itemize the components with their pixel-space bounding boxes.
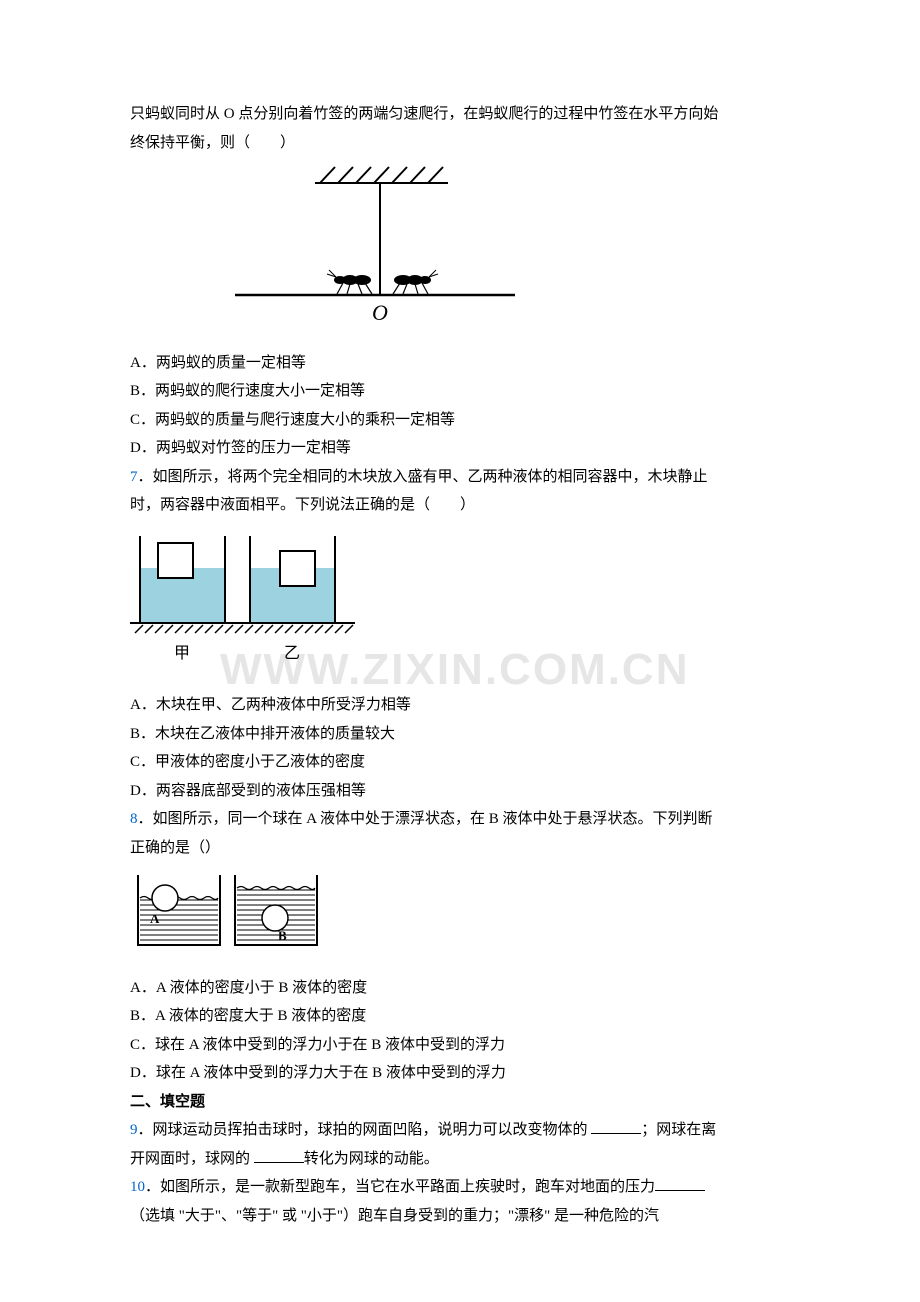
text: B．A 液体的密度大于 B 液体的密度 [130, 1008, 366, 1024]
q6-option-b: B．两蚂蚁的爬行速度大小一定相等 [130, 377, 790, 406]
text: D．两容器底部受到的液体压强相等 [130, 783, 366, 799]
text: D．两蚂蚁对竹签的压力一定相等 [130, 440, 351, 456]
q6-intro-line2: 终保持平衡，则（ ） [130, 129, 790, 158]
figure-liquids-ab: A B [130, 870, 790, 966]
q9-number: 9 [130, 1122, 138, 1138]
text: B．木块在乙液体中排开液体的质量较大 [130, 726, 395, 742]
q9-line2: 开网面时，球网的 转化为网球的动能。 [130, 1145, 790, 1174]
text: 网球运动员挥拍击球时，球拍的网面凹陷，说明力可以改变物体的 [153, 1122, 592, 1138]
figure-ants-balance: O [230, 165, 790, 341]
blank-input[interactable] [591, 1119, 641, 1134]
q7-option-d: D．两容器底部受到的液体压强相等 [130, 777, 790, 806]
blank-input[interactable] [655, 1176, 705, 1191]
section-2-title: 二、填空题 [130, 1088, 790, 1117]
q8-option-a: A．A 液体的密度小于 B 液体的密度 [130, 974, 790, 1003]
label-jia: 甲 [174, 645, 190, 662]
label-B: B [278, 928, 287, 943]
q8-option-d: D．球在 A 液体中受到的浮力大于在 B 液体中受到的浮力 [130, 1059, 790, 1088]
q8-number: 8 [130, 811, 138, 827]
text: A．两蚂蚁的质量一定相等 [130, 355, 306, 371]
q8-line2: 正确的是（） [130, 834, 790, 863]
dot: ． [138, 1122, 153, 1138]
dot: ． [145, 1179, 160, 1195]
label-O: O [372, 300, 388, 325]
q7-line1: 7．如图所示，将两个完全相同的木块放入盛有甲、乙两种液体的相同容器中，木块静止 [130, 463, 790, 492]
q7-line2: 时，两容器中液面相平。下列说法正确的是（ ） [130, 491, 790, 520]
q8-line1: 8．如图所示，同一个球在 A 液体中处于漂浮状态，在 B 液体中处于悬浮状态。下… [130, 805, 790, 834]
q7-option-a: A．木块在甲、乙两种液体中所受浮力相等 [130, 691, 790, 720]
text: ；网球在离 [641, 1122, 716, 1138]
text: 二、填空题 [130, 1094, 205, 1110]
text: 开网面时，球网的 [130, 1151, 254, 1167]
q6-intro-line1: 只蚂蚁同时从 O 点分别向着竹签的两端匀速爬行，在蚂蚁爬行的过程中竹签在水平方向… [130, 100, 790, 129]
text: C．两蚂蚁的质量与爬行速度大小的乘积一定相等 [130, 412, 455, 428]
q9-line1: 9．网球运动员挥拍击球时，球拍的网面凹陷，说明力可以改变物体的 ；网球在离 [130, 1116, 790, 1145]
text: 只蚂蚁同时从 O 点分别向着竹签的两端匀速爬行，在蚂蚁爬行的过程中竹签在水平方向… [130, 106, 718, 122]
q8-option-b: B．A 液体的密度大于 B 液体的密度 [130, 1002, 790, 1031]
q6-option-d: D．两蚂蚁对竹签的压力一定相等 [130, 434, 790, 463]
text: （选填 "大于"、"等于" 或 "小于"）跑车自身受到的重力；"漂移" 是一种危… [130, 1208, 659, 1224]
ants-balance-svg: O [230, 165, 520, 330]
text: 转化为网球的动能。 [304, 1151, 439, 1167]
text: B．两蚂蚁的爬行速度大小一定相等 [130, 383, 365, 399]
q10-line1: 10．如图所示，是一款新型跑车，当它在水平路面上疾驶时，跑车对地面的压力 [130, 1173, 790, 1202]
text: D．球在 A 液体中受到的浮力大于在 B 液体中受到的浮力 [130, 1065, 506, 1081]
text: 如图所示，同一个球在 A 液体中处于漂浮状态，在 B 液体中处于悬浮状态。下列判… [153, 811, 713, 827]
blank-input[interactable] [254, 1148, 304, 1163]
q6-option-a: A．两蚂蚁的质量一定相等 [130, 349, 790, 378]
q7-option-b: B．木块在乙液体中排开液体的质量较大 [130, 720, 790, 749]
label-yi: 乙 [284, 645, 300, 662]
text: A．木块在甲、乙两种液体中所受浮力相等 [130, 697, 411, 713]
text: C．球在 A 液体中受到的浮力小于在 B 液体中受到的浮力 [130, 1037, 505, 1053]
q10-number: 10 [130, 1179, 145, 1195]
text: C．甲液体的密度小于乙液体的密度 [130, 754, 365, 770]
text: 时，两容器中液面相平。下列说法正确的是（ ） [130, 497, 475, 513]
ant-right-icon [393, 270, 438, 294]
q7-option-c: C．甲液体的密度小于乙液体的密度 [130, 748, 790, 777]
text: 终保持平衡，则（ ） [130, 135, 295, 151]
figure-two-containers: WWW.ZIXIN.COM.CN [130, 528, 790, 684]
text: A．A 液体的密度小于 B 液体的密度 [130, 980, 367, 996]
q6-option-c: C．两蚂蚁的质量与爬行速度大小的乘积一定相等 [130, 406, 790, 435]
dot: ． [138, 469, 153, 485]
text: 如图所示，将两个完全相同的木块放入盛有甲、乙两种液体的相同容器中，木块静止 [153, 469, 708, 485]
ant-left-icon [327, 270, 372, 294]
text: 如图所示，是一款新型跑车，当它在水平路面上疾驶时，跑车对地面的压力 [160, 1179, 655, 1195]
q8-option-c: C．球在 A 液体中受到的浮力小于在 B 液体中受到的浮力 [130, 1031, 790, 1060]
q7-number: 7 [130, 469, 138, 485]
liquids-ab-svg: A B [130, 870, 330, 955]
label-A: A [150, 911, 160, 926]
two-containers-svg: 甲 乙 [130, 528, 360, 673]
q10-line2: （选填 "大于"、"等于" 或 "小于"）跑车自身受到的重力；"漂移" 是一种危… [130, 1202, 790, 1231]
dot: ． [138, 811, 153, 827]
text: 正确的是（） [130, 840, 220, 856]
